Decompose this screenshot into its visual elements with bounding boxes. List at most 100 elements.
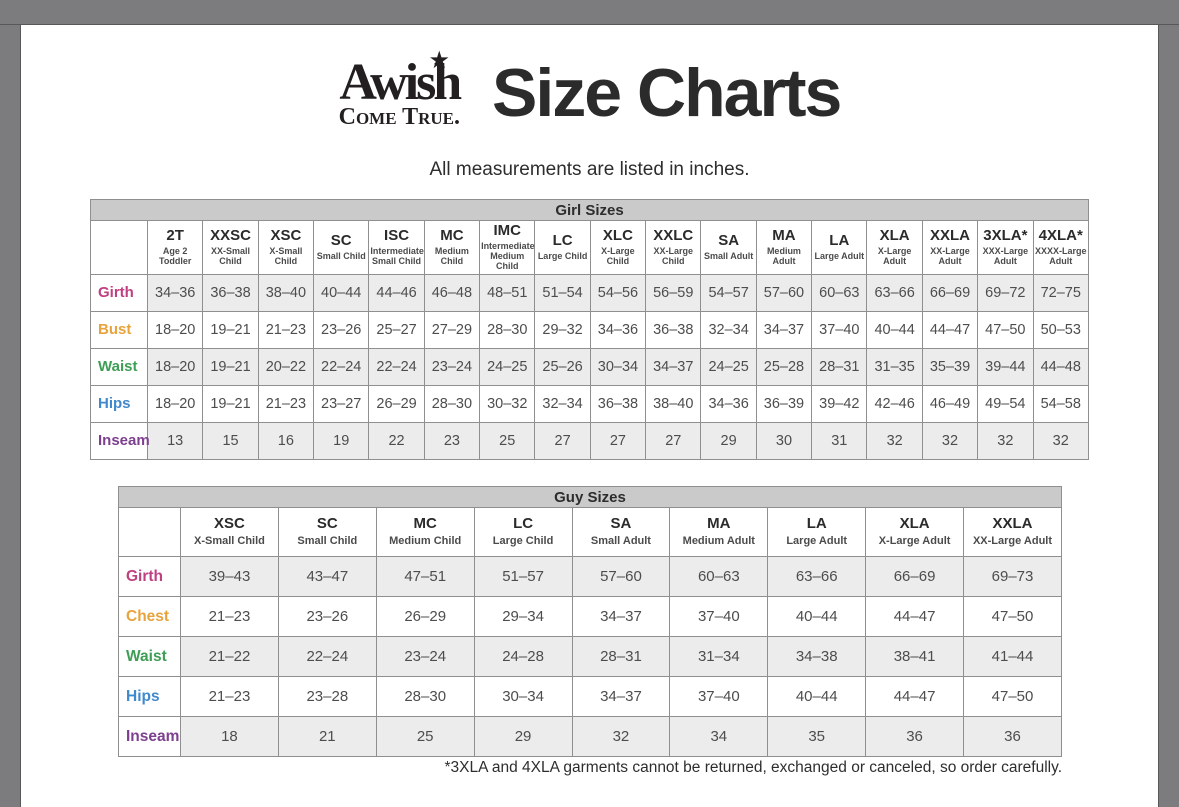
column-header: 2T Age 2 Toddler xyxy=(146,220,204,275)
column-header: SA Small Adult xyxy=(571,507,671,557)
size-value-cell: 23–24 xyxy=(375,636,475,677)
size-value-cell: 69–72 xyxy=(977,273,1034,312)
row-label: Hips xyxy=(118,676,181,717)
size-code: XXSC xyxy=(210,227,251,245)
size-code: XLC xyxy=(602,227,633,245)
size-value-cell: 35 xyxy=(767,716,867,757)
size-value-cell: 56–59 xyxy=(645,273,702,312)
size-code: IMC xyxy=(493,222,521,239)
size-value-cell: 21–23 xyxy=(257,310,315,349)
size-code: LA xyxy=(806,515,827,533)
size-value-cell: 22–24 xyxy=(313,347,370,386)
table-title-row: Guy Sizes xyxy=(118,486,1062,508)
size-value-cell: 37–40 xyxy=(669,596,769,637)
size-value-cell: 21–23 xyxy=(257,384,315,423)
size-description: X-Large Child xyxy=(601,245,635,267)
size-description: Intermediate Medium Child xyxy=(481,240,535,272)
column-header: MC Medium Child xyxy=(375,507,475,557)
size-value-cell: 69–73 xyxy=(963,556,1062,597)
size-value-cell: 28–31 xyxy=(811,347,868,386)
window-chrome-left xyxy=(0,0,21,807)
size-value-cell: 30 xyxy=(755,421,813,460)
measurement-row: Bust 18–20 19–21 21–23 23–26 25–27 27–29 28–30 2… xyxy=(90,310,1089,349)
size-value-cell: 36–38 xyxy=(589,384,647,423)
page-subtitle: All measurements are listed in inches. xyxy=(429,159,750,180)
size-value-cell: 30–34 xyxy=(473,676,573,717)
measurement-row: Girth 39–43 43–47 47–51 51–57 57–60 60–63 63–66… xyxy=(118,556,1062,597)
size-value-cell: 34–37 xyxy=(571,676,671,717)
size-value-cell: 22 xyxy=(368,421,425,460)
size-description: XXXX-Large Adult xyxy=(1034,245,1087,267)
size-value-cell: 19–21 xyxy=(202,384,259,423)
size-value-cell: 34–37 xyxy=(645,347,702,386)
size-value-cell: 35–39 xyxy=(921,347,979,386)
size-value-cell: 54–58 xyxy=(1032,384,1089,423)
size-code: LA xyxy=(829,232,850,250)
size-code: XSC xyxy=(214,515,245,533)
row-label: Waist xyxy=(90,347,148,386)
size-value-cell: 40–44 xyxy=(767,676,867,717)
size-value-cell: 47–50 xyxy=(977,310,1034,349)
size-value-cell: 23–27 xyxy=(313,384,370,423)
size-description: Intermediate Small Child xyxy=(370,245,424,267)
size-value-cell: 34–37 xyxy=(755,310,813,349)
size-value-cell: 43–47 xyxy=(277,556,377,597)
size-code: XXLC xyxy=(653,227,694,245)
size-value-cell: 31 xyxy=(811,421,868,460)
size-value-cell: 28–30 xyxy=(423,384,481,423)
size-description: X-Large Adult xyxy=(878,534,951,547)
size-code: SC xyxy=(316,515,338,533)
size-value-cell: 25 xyxy=(479,421,536,460)
size-value-cell: 18–20 xyxy=(146,347,204,386)
size-value-cell: 31–34 xyxy=(669,636,769,677)
measurement-row: Hips 18–20 19–21 21–23 23–27 26–29 28–30 30–32 3… xyxy=(90,384,1089,423)
size-value-cell: 27 xyxy=(589,421,647,460)
size-value-cell: 39–43 xyxy=(180,556,279,597)
size-value-cell: 22–24 xyxy=(368,347,425,386)
column-header: LA Large Adult xyxy=(811,220,868,275)
size-value-cell: 54–57 xyxy=(700,273,757,312)
return-policy-footnote: *3XLA and 4XLA garments cannot be return… xyxy=(444,759,1062,776)
size-value-cell: 38–41 xyxy=(865,636,964,677)
size-description: X-Small Child xyxy=(193,534,265,547)
size-value-cell: 57–60 xyxy=(755,273,813,312)
size-value-cell: 32 xyxy=(977,421,1034,460)
size-value-cell: 42–46 xyxy=(866,384,923,423)
brand-logo: ★ Awish Come True. xyxy=(339,47,463,130)
size-value-cell: 25–26 xyxy=(534,347,591,386)
size-value-cell: 44–47 xyxy=(921,310,979,349)
size-value-cell: 66–69 xyxy=(865,556,964,597)
size-value-cell: 28–30 xyxy=(375,676,475,717)
size-value-cell: 44–47 xyxy=(865,676,964,717)
size-code: XLA xyxy=(879,227,910,245)
table-title: Guy Sizes xyxy=(118,486,1062,508)
size-value-cell: 46–49 xyxy=(921,384,979,423)
size-description: Medium Child xyxy=(434,245,469,267)
measurement-row: Girth 34–36 36–38 38–40 40–44 44–46 46–48 48–51… xyxy=(90,273,1089,312)
size-value-cell: 23–26 xyxy=(313,310,370,349)
size-value-cell: 50–53 xyxy=(1032,310,1089,349)
size-code: 4XLA* xyxy=(1038,227,1083,245)
column-header: LA Large Adult xyxy=(767,507,867,557)
size-code: XXLA xyxy=(992,515,1033,533)
size-value-cell: 41–44 xyxy=(963,636,1062,677)
size-value-cell: 60–63 xyxy=(669,556,769,597)
size-value-cell: 26–29 xyxy=(368,384,425,423)
size-value-cell: 32 xyxy=(866,421,923,460)
size-value-cell: 47–50 xyxy=(963,676,1062,717)
size-value-cell: 23–24 xyxy=(423,347,481,386)
size-value-cell: 32–34 xyxy=(700,310,757,349)
column-header: MA Medium Adult xyxy=(669,507,769,557)
size-value-cell: 16 xyxy=(257,421,315,460)
size-value-cell: 47–50 xyxy=(963,596,1062,637)
size-value-cell: 34 xyxy=(669,716,769,757)
column-header: XLA X-Large Adult xyxy=(865,507,964,557)
size-value-cell: 49–54 xyxy=(977,384,1034,423)
size-value-cell: 46–48 xyxy=(423,273,481,312)
size-value-cell: 37–40 xyxy=(669,676,769,717)
size-value-cell: 29 xyxy=(700,421,757,460)
measurement-row: Chest 21–23 23–26 26–29 29–34 34–37 37–40 40–44… xyxy=(118,596,1062,637)
size-value-cell: 25 xyxy=(375,716,475,757)
size-value-cell: 36 xyxy=(865,716,964,757)
size-code: MA xyxy=(772,227,796,245)
